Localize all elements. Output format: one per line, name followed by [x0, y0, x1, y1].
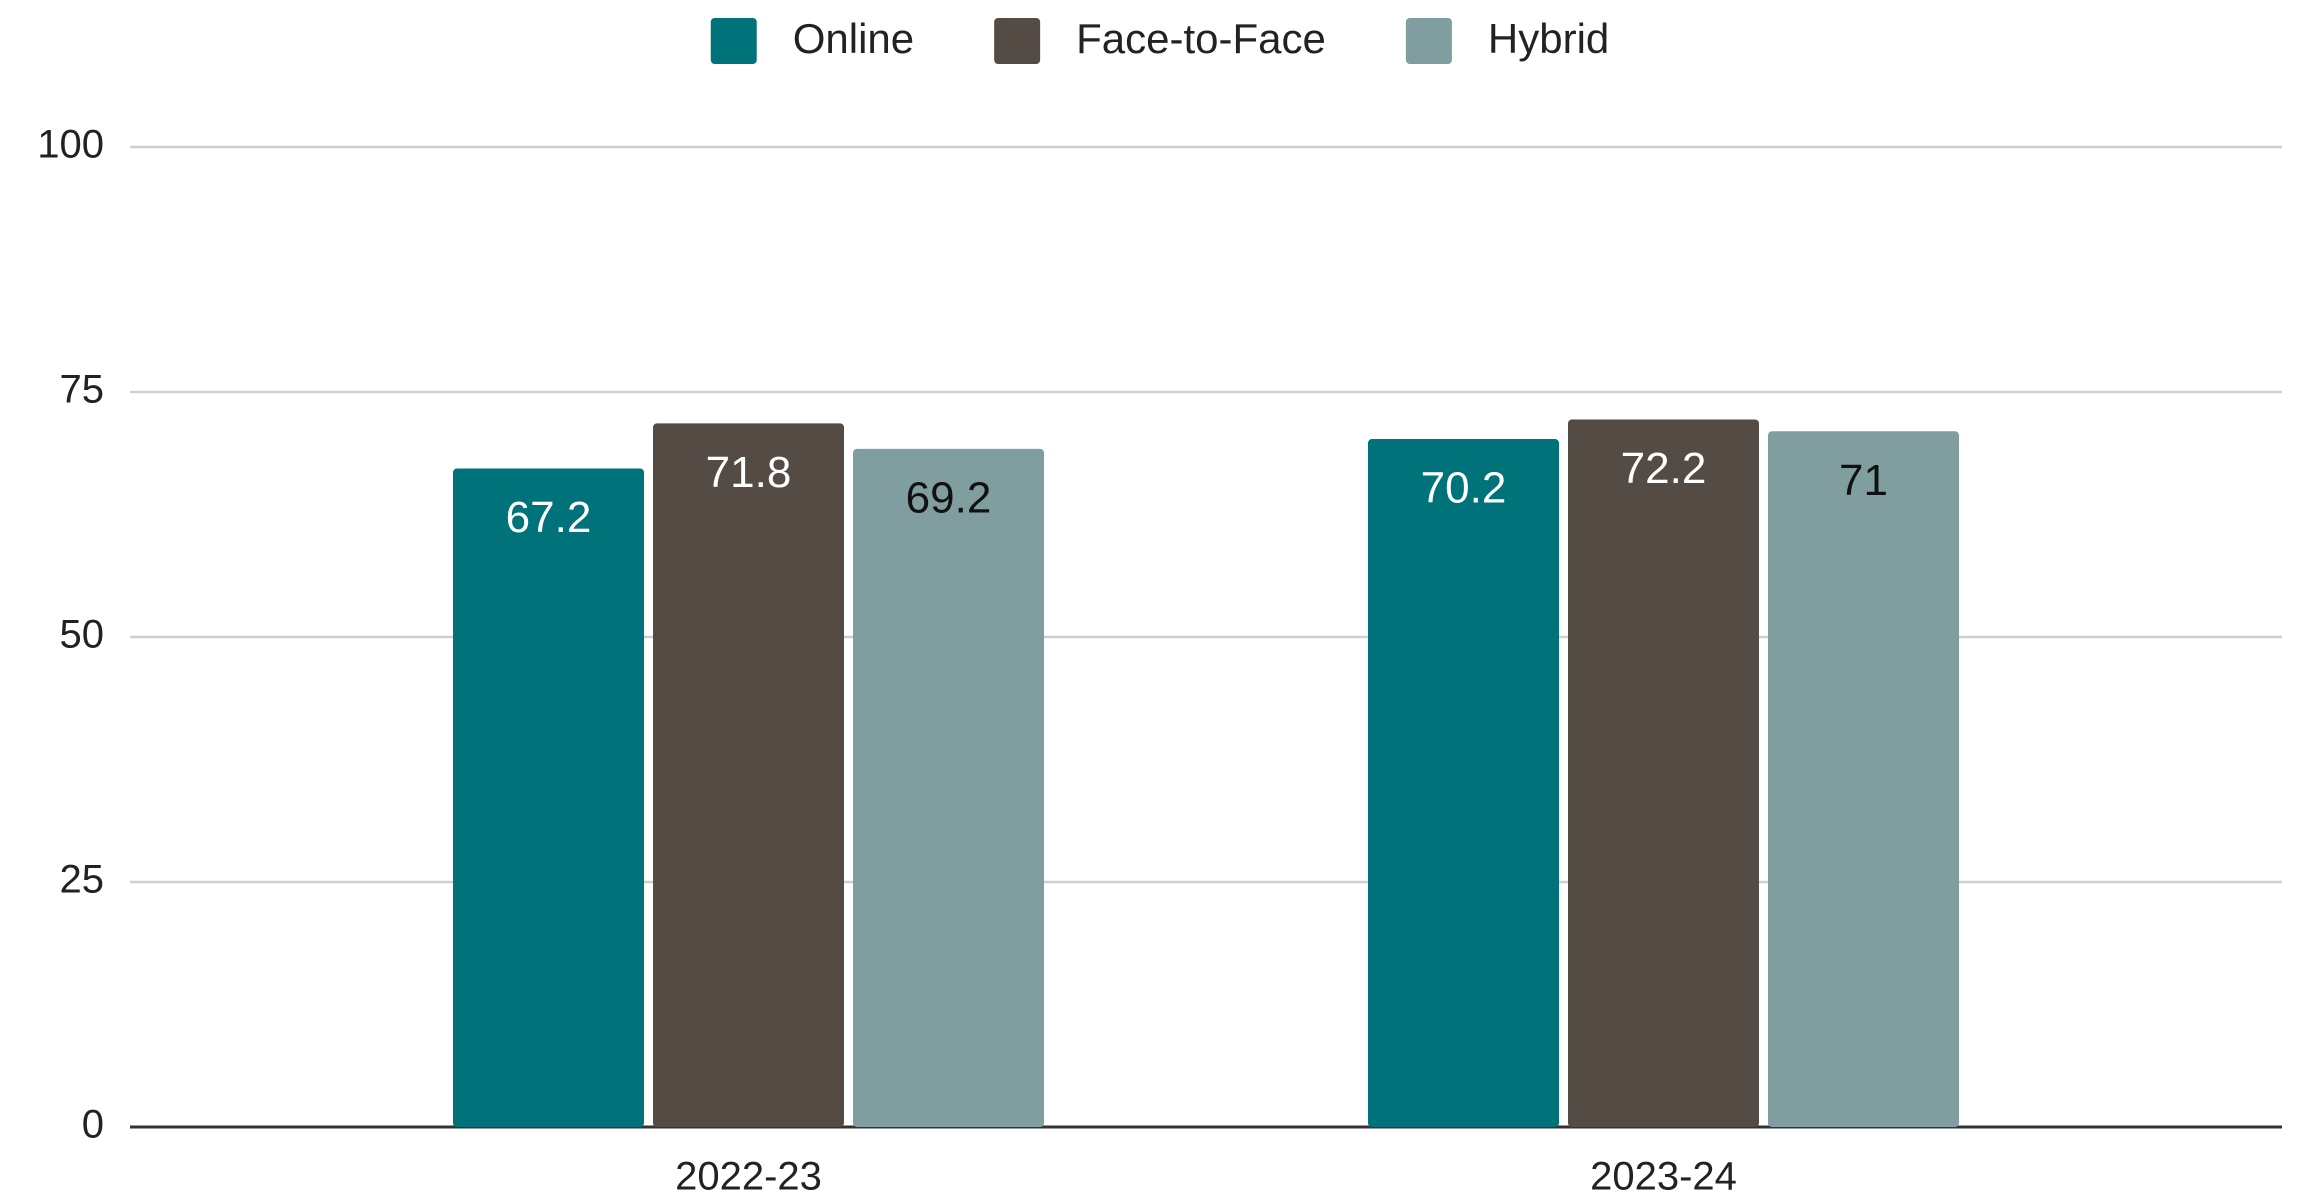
value-label: 71	[1839, 456, 1888, 505]
value-label: 72.2	[1621, 444, 1707, 493]
value-label: 69.2	[906, 473, 992, 522]
bar	[1568, 419, 1759, 1127]
legend-label: Hybrid	[1488, 15, 1609, 62]
value-label: 70.2	[1421, 464, 1507, 513]
bar	[1768, 431, 1959, 1127]
y-tick-label: 75	[60, 368, 105, 412]
bar	[1368, 439, 1559, 1127]
legend-swatch	[994, 18, 1041, 64]
value-label: 71.8	[706, 448, 792, 497]
legend-label: Online	[793, 15, 914, 62]
y-tick-label: 100	[37, 123, 104, 167]
y-tick-label: 25	[60, 858, 105, 902]
bar	[453, 468, 644, 1127]
y-tick-label: 50	[60, 613, 105, 657]
y-tick-label: 0	[82, 1103, 104, 1147]
x-tick-label: 2022-23	[675, 1155, 822, 1194]
legend-label: Face-to-Face	[1076, 15, 1326, 62]
bar	[853, 448, 1044, 1128]
legend-swatch	[1405, 18, 1452, 64]
value-label: 67.2	[506, 493, 592, 542]
x-tick-label: 2023-24	[1590, 1155, 1737, 1194]
legend-swatch	[710, 18, 757, 64]
bar	[653, 423, 844, 1127]
